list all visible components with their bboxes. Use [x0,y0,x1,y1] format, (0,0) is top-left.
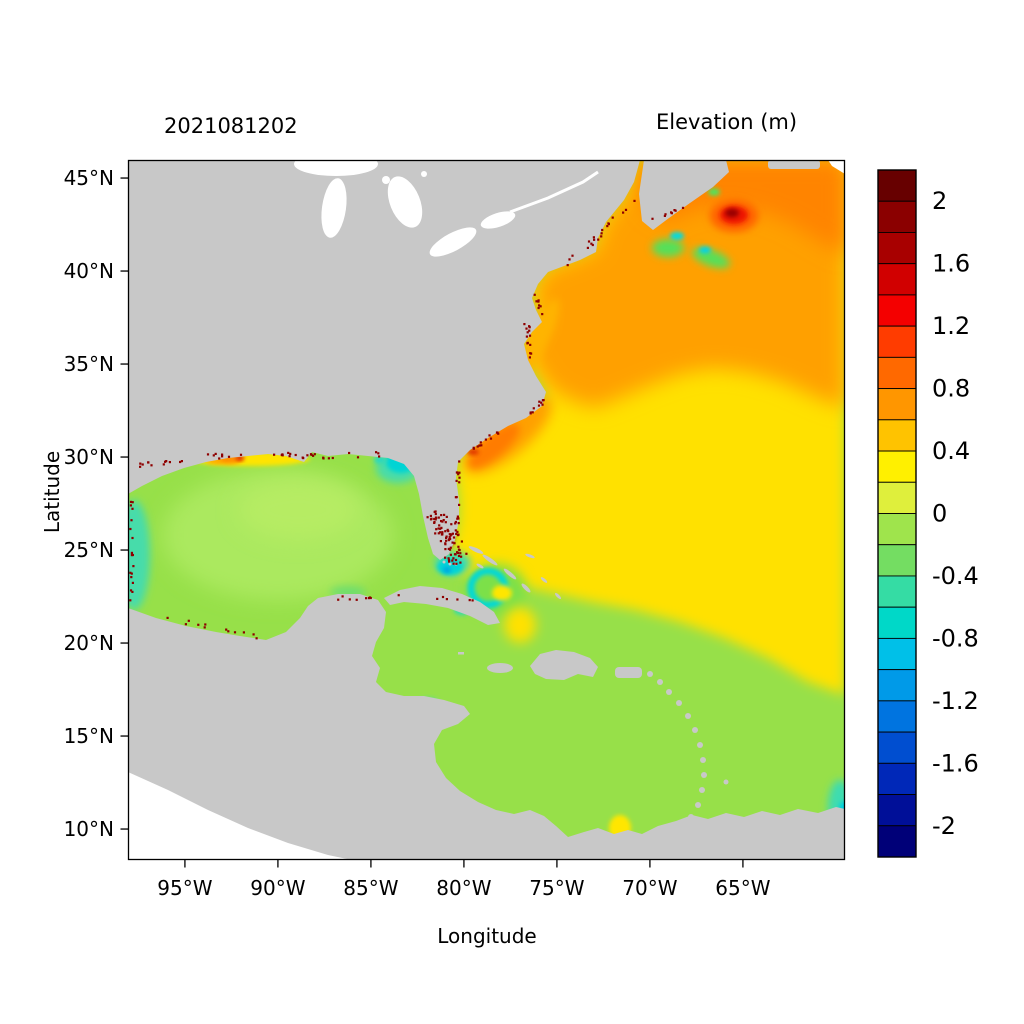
land-north-america [128,160,640,560]
island-trinidad [713,824,727,834]
svg-text:10°N: 10°N [64,817,114,841]
timestamp-title: 2021081202 [164,114,298,138]
svg-text:40°N: 40°N [64,259,114,283]
island-cuba [384,586,500,625]
svg-text:95°W: 95°W [157,876,212,900]
svg-text:90°W: 90°W [250,876,305,900]
svg-text:2: 2 [932,187,947,215]
svg-text:85°W: 85°W [343,876,398,900]
elevation-hotspot [710,200,758,232]
svg-text:-0.4: -0.4 [932,562,979,590]
island-puerto-rico [615,667,642,678]
svg-text:-2: -2 [932,812,956,840]
island-jamaica [487,663,513,673]
topright-outside-domain [828,160,845,174]
svg-text:-0.8: -0.8 [932,624,979,652]
longitude-axis: 95°W 90°W 85°W 80°W 75°W 70°W 65°W [157,860,771,900]
pacific-outside-domain [128,772,352,860]
colorbar-title: Elevation (m) [656,110,798,134]
latitude-axis: 45°N 40°N 35°N 30°N 25°N 20°N 15°N 10°N [64,166,128,841]
svg-text:25°N: 25°N [64,538,114,562]
x-axis-label: Longitude [437,924,537,948]
svg-text:70°W: 70°W [622,876,677,900]
svg-text:0.8: 0.8 [932,375,970,403]
land-top-sliver [768,160,820,169]
svg-text:35°N: 35°N [64,352,114,376]
plot-frame [127,159,846,861]
svg-text:-1.2: -1.2 [932,687,979,715]
svg-text:0: 0 [932,500,947,528]
map-area [128,160,845,860]
svg-text:75°W: 75°W [529,876,584,900]
islands [384,546,729,834]
great-lakes [294,160,599,257]
island-hispaniola [530,650,598,680]
svg-text:0.4: 0.4 [932,437,970,465]
svg-text:30°N: 30°N [64,445,114,469]
svg-text:-1.6: -1.6 [932,749,979,777]
coastal-speckles [129,199,685,640]
colorbar: 2 1.6 1.2 0.8 0.4 0 -0.4 -0.8 -1.2 -1.6 -2 [877,169,979,858]
svg-text:45°N: 45°N [64,166,114,190]
land-central-south-america [128,594,845,860]
svg-text:1.2: 1.2 [932,312,970,340]
island-cayman [458,652,464,655]
land-nova-scotia [639,160,729,230]
svg-text:65°W: 65°W [715,876,770,900]
svg-text:1.6: 1.6 [932,250,970,278]
svg-text:80°W: 80°W [436,876,491,900]
svg-text:15°N: 15°N [64,724,114,748]
svg-text:20°N: 20°N [64,631,114,655]
